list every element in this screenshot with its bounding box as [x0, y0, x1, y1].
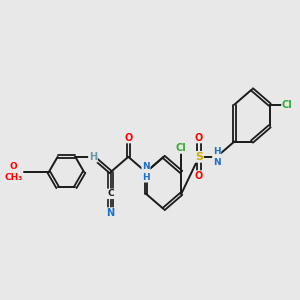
Text: O
CH₃: O CH₃ [4, 162, 22, 182]
Text: O: O [124, 133, 132, 142]
Text: N: N [106, 208, 115, 218]
Text: O: O [195, 133, 203, 142]
Text: S: S [195, 152, 203, 162]
Text: Cl: Cl [176, 143, 187, 153]
Text: N
H: N H [142, 162, 150, 182]
Text: O: O [195, 171, 203, 181]
Text: C: C [107, 189, 114, 198]
Text: H: H [89, 152, 97, 162]
Text: H
N: H N [213, 147, 220, 167]
Text: Cl: Cl [282, 100, 293, 110]
